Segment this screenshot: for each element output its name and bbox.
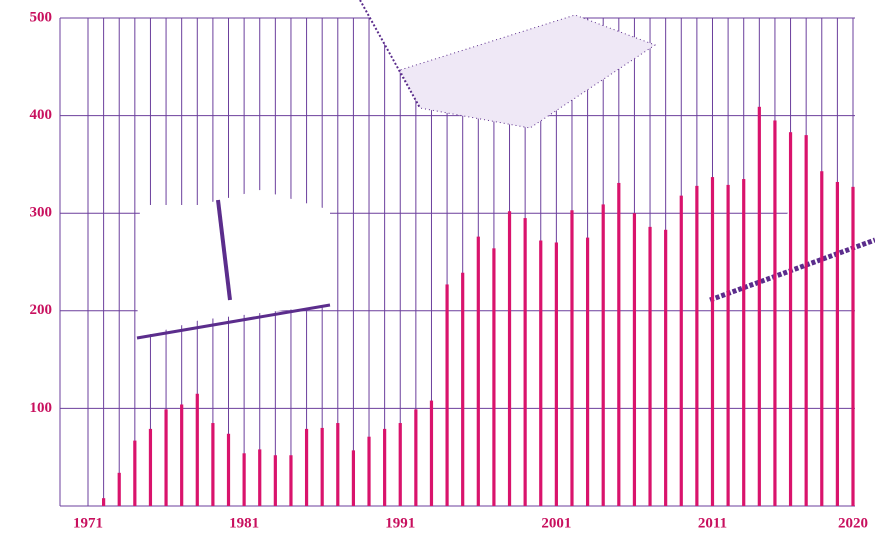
- bar: [399, 423, 402, 506]
- y-tick-label: 400: [30, 107, 53, 123]
- bar: [836, 182, 839, 506]
- bar: [524, 218, 527, 506]
- y-tick-label: 100: [30, 400, 53, 416]
- bar: [727, 185, 730, 506]
- bar: [633, 213, 636, 506]
- bar: [851, 187, 854, 506]
- y-tick-label: 500: [30, 9, 53, 25]
- bar: [758, 107, 761, 506]
- bar: [180, 404, 183, 506]
- bar: [617, 183, 620, 506]
- x-tick-label: 2020: [838, 515, 868, 531]
- bar: [742, 179, 745, 506]
- bar: [133, 441, 136, 506]
- bar: [274, 455, 277, 506]
- bar: [695, 186, 698, 506]
- bar: [539, 241, 542, 506]
- bar: [648, 227, 651, 506]
- bar: [445, 284, 448, 506]
- bar: [508, 211, 511, 506]
- bar: [461, 273, 464, 506]
- bar: [243, 453, 246, 506]
- bar: [305, 429, 308, 506]
- bar: [211, 423, 214, 506]
- bar: [773, 120, 776, 506]
- bar: [383, 429, 386, 506]
- bar: [805, 135, 808, 506]
- x-tick-label: 1991: [385, 515, 415, 531]
- y-tick-label: 300: [30, 205, 53, 221]
- bar: [227, 434, 230, 506]
- x-tick-label: 2001: [541, 515, 571, 531]
- bar: [118, 473, 121, 506]
- bar: [711, 177, 714, 506]
- bar: [289, 455, 292, 506]
- bar: [196, 394, 199, 506]
- bar: [321, 428, 324, 506]
- x-tick-label: 2011: [698, 515, 727, 531]
- bar: [430, 401, 433, 506]
- bar: [102, 498, 105, 506]
- bar: [555, 242, 558, 506]
- decor-shape: [137, 190, 330, 338]
- x-tick-label: 1971: [73, 515, 103, 531]
- decoration: [137, 0, 875, 338]
- chart: 100 200 300 400 500 1971 1981 1991 2001 2011 2020: [0, 0, 875, 536]
- y-tick-label: 200: [30, 302, 53, 318]
- x-tick-label: 1981: [229, 515, 259, 531]
- bar: [492, 248, 495, 506]
- bar: [336, 423, 339, 506]
- bar: [664, 230, 667, 506]
- bar: [602, 204, 605, 506]
- bar: [149, 429, 152, 506]
- bar: [586, 238, 589, 506]
- bar: [352, 450, 355, 506]
- bar: [414, 409, 417, 506]
- bar: [477, 237, 480, 506]
- bar: [258, 449, 261, 506]
- bar: [367, 437, 370, 506]
- bar: [820, 171, 823, 506]
- bar: [789, 132, 792, 506]
- bar: [164, 409, 167, 506]
- bar: [680, 196, 683, 506]
- bar: [570, 210, 573, 506]
- page: 100200300400500197119811991200120112020 …: [0, 0, 875, 536]
